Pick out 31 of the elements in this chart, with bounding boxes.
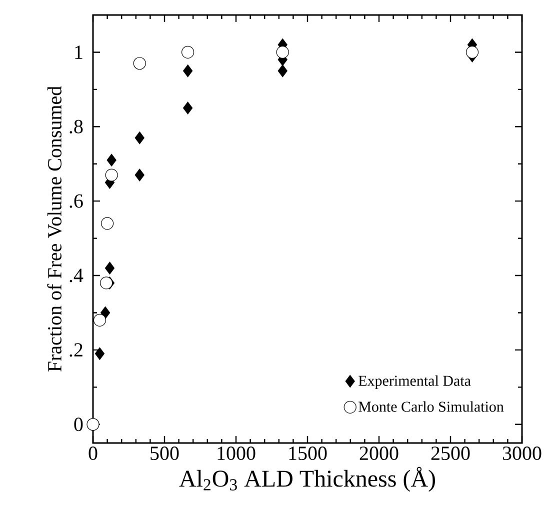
x-axis-title: Al$_{2}$O$_{3}$ ALD Thickness (Å) xyxy=(179,466,435,492)
y-tick-label: .2 xyxy=(70,343,82,357)
x-tick-label: 1000 xyxy=(218,446,256,460)
point xyxy=(276,46,289,59)
point xyxy=(278,64,288,78)
y-tick-label: .8 xyxy=(70,120,83,134)
point xyxy=(94,347,105,360)
point xyxy=(106,154,116,166)
y-tick-label: 1 xyxy=(75,46,82,59)
x-tick-label: 500 xyxy=(150,446,179,460)
point xyxy=(134,132,144,144)
point xyxy=(104,262,115,274)
y-axis-title: Fraction of Free Volume Consumed xyxy=(47,86,62,372)
x-tick-label: 0 xyxy=(88,446,98,460)
point xyxy=(105,168,118,182)
x-tick-label: 2500 xyxy=(431,446,470,460)
point xyxy=(134,168,144,182)
point xyxy=(100,306,110,320)
x-tick-label: 2000 xyxy=(360,446,398,460)
point xyxy=(466,46,479,59)
point xyxy=(100,276,113,290)
y-tick-label: 0 xyxy=(74,418,83,432)
legend-label: Monte Carlo Simulation xyxy=(358,401,504,412)
y-tick-label: .4 xyxy=(70,268,84,282)
point xyxy=(183,64,193,78)
x-tick-label: 3000 xyxy=(502,446,542,460)
point xyxy=(183,102,193,114)
x-tick-label: 1500 xyxy=(289,446,327,460)
point xyxy=(86,418,100,431)
y-tick-label: .6 xyxy=(70,194,83,208)
legend-label: Experimental Data xyxy=(358,375,471,389)
